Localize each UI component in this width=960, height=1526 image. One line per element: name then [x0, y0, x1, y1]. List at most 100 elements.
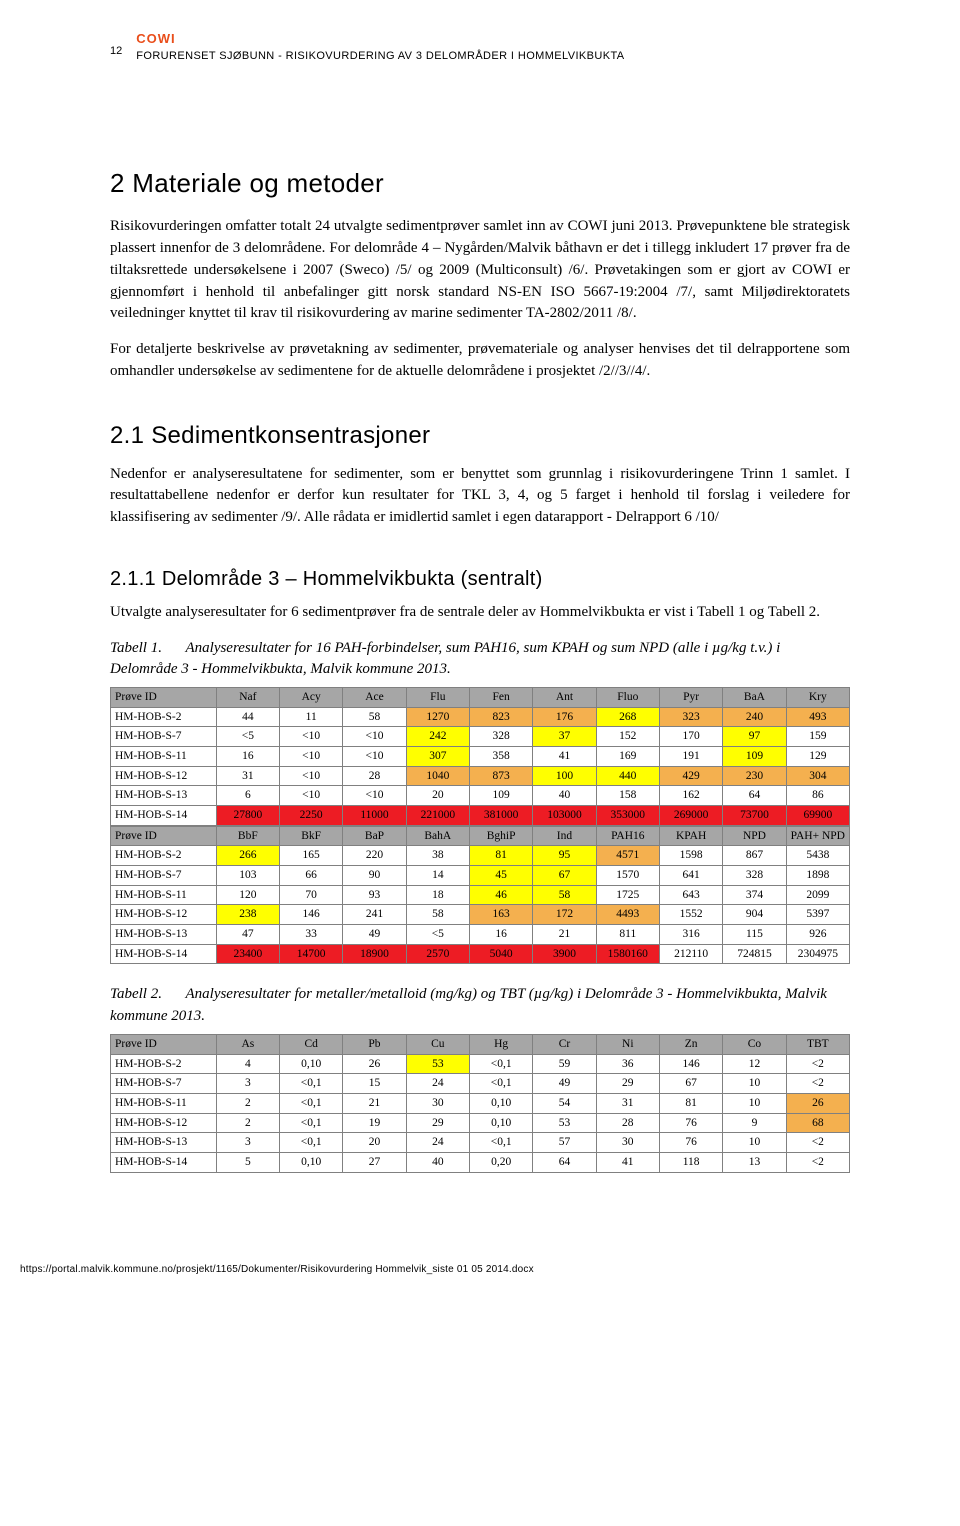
table-cell: 58 [406, 905, 469, 925]
column-header: Ant [533, 688, 596, 708]
table-cell: 49 [343, 925, 406, 945]
table-cell: 67 [533, 866, 596, 886]
table-row: HM-HOB-S-7103669014456715706413281898 [111, 866, 850, 886]
section-2-para-1: Risikovurderingen omfatter totalt 24 utv… [110, 216, 850, 325]
table-cell: 29 [596, 1074, 659, 1094]
table-cell: 146 [659, 1054, 722, 1074]
table-cell: 97 [723, 727, 786, 747]
table-cell: 16 [469, 925, 532, 945]
row-id: HM-HOB-S-14 [111, 1152, 217, 1172]
table-cell: 162 [659, 786, 722, 806]
table-cell: 440 [596, 766, 659, 786]
table-cell: 269000 [659, 806, 722, 826]
column-header: Hg [469, 1034, 532, 1054]
table-cell: 33 [280, 925, 343, 945]
table-row: HM-HOB-S-133<0,12024<0,157307610<2 [111, 1133, 850, 1153]
table-cell: 11 [280, 707, 343, 727]
column-header: BaP [343, 826, 406, 846]
table-cell: 163 [469, 905, 532, 925]
row-id: HM-HOB-S-12 [111, 1113, 217, 1133]
table-row: HM-HOB-S-11120709318465817256433742099 [111, 885, 850, 905]
table-2-caption: Tabell 2. Analyseresultater for metaller… [110, 984, 850, 1028]
row-id: HM-HOB-S-14 [111, 806, 217, 826]
table-cell: 26 [343, 1054, 406, 1074]
table-cell: 109 [723, 747, 786, 767]
table-cell: <5 [216, 727, 279, 747]
table-cell: 58 [343, 707, 406, 727]
column-header: Ni [596, 1034, 659, 1054]
table-cell: 15 [343, 1074, 406, 1094]
table-cell: <2 [786, 1133, 849, 1153]
table-cell: 493 [786, 707, 849, 727]
table-cell: 70 [280, 885, 343, 905]
table-cell: 2570 [406, 944, 469, 964]
table-cell: <0,1 [280, 1113, 343, 1133]
table-cell: <0,1 [280, 1093, 343, 1113]
table-cell: 36 [596, 1054, 659, 1074]
page-footer: https://portal.malvik.kommune.no/prosjek… [20, 1263, 850, 1278]
table-cell: 212110 [659, 944, 722, 964]
table-cell: 10 [723, 1093, 786, 1113]
table-cell: 18900 [343, 944, 406, 964]
caption-label: Tabell 2. [110, 984, 182, 1006]
table-cell: 53 [533, 1113, 596, 1133]
column-header: Kry [786, 688, 849, 708]
table-cell: 304 [786, 766, 849, 786]
table-cell: 2304975 [786, 944, 849, 964]
table-cell: 40 [406, 1152, 469, 1172]
table-cell: 58 [533, 885, 596, 905]
table-cell: 12 [723, 1054, 786, 1074]
row-id: HM-HOB-S-2 [111, 846, 217, 866]
table-cell: 90 [343, 866, 406, 886]
table-cell: 3900 [533, 944, 596, 964]
table-cell: 641 [659, 866, 722, 886]
table-cell: 81 [659, 1093, 722, 1113]
table-cell: 873 [469, 766, 532, 786]
table-cell: 103000 [533, 806, 596, 826]
column-header: BbF [216, 826, 279, 846]
table-cell: 27 [343, 1152, 406, 1172]
row-id: HM-HOB-S-12 [111, 766, 217, 786]
table-cell: 316 [659, 925, 722, 945]
table-cell: 24 [406, 1133, 469, 1153]
table-cell: 64 [533, 1152, 596, 1172]
column-header: BahA [406, 826, 469, 846]
row-id: HM-HOB-S-7 [111, 727, 217, 747]
table-cell: 20 [406, 786, 469, 806]
table-cell: 13 [723, 1152, 786, 1172]
table-cell: 40 [533, 786, 596, 806]
table-cell: 4493 [596, 905, 659, 925]
table-cell: 10 [723, 1133, 786, 1153]
table-cell: 100 [533, 766, 596, 786]
table-cell: 14 [406, 866, 469, 886]
table-row: HM-HOB-S-240,102653<0,1593614612<2 [111, 1054, 850, 1074]
column-header: Acy [280, 688, 343, 708]
table-2: Prøve IDAsCdPbCuHgCrNiZnCoTBTHM-HOB-S-24… [110, 1034, 850, 1173]
table-cell: 2250 [280, 806, 343, 826]
row-id: HM-HOB-S-7 [111, 1074, 217, 1094]
table-cell: 93 [343, 885, 406, 905]
table-cell: 176 [533, 707, 596, 727]
table-cell: 811 [596, 925, 659, 945]
table-row: HM-HOB-S-7<5<10<102423283715217097159 [111, 727, 850, 747]
table-cell: 158 [596, 786, 659, 806]
header-title: FORURENSET SJØBUNN - RISIKOVURDERING AV … [136, 49, 624, 65]
table-cell: 109 [469, 786, 532, 806]
table-cell: 30 [406, 1093, 469, 1113]
table-cell: 73700 [723, 806, 786, 826]
section-2-heading: 2 Materiale og metoder [110, 165, 850, 203]
table-cell: 37 [533, 727, 596, 747]
table-cell: 5397 [786, 905, 849, 925]
table-cell: 643 [659, 885, 722, 905]
table-cell: 118 [659, 1152, 722, 1172]
table-cell: 120 [216, 885, 279, 905]
table-cell: <10 [280, 747, 343, 767]
table-cell: 41 [596, 1152, 659, 1172]
table-row: HM-HOB-S-13473349<51621811316115926 [111, 925, 850, 945]
table-cell: 268 [596, 707, 659, 727]
column-header: TBT [786, 1034, 849, 1054]
column-header: Co [723, 1034, 786, 1054]
table-cell: 2 [216, 1093, 279, 1113]
table-row: HM-HOB-S-1116<10<1030735841169191109129 [111, 747, 850, 767]
table-row: HM-HOB-S-1423400147001890025705040390015… [111, 944, 850, 964]
